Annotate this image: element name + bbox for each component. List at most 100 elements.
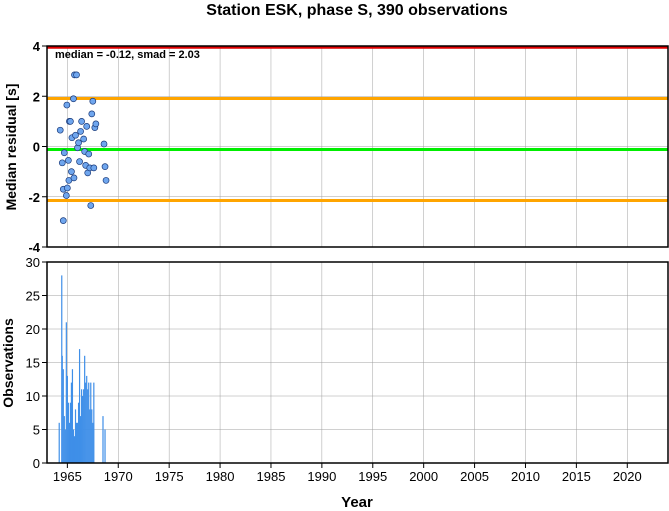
residual-grid [47, 45, 668, 248]
residual-y-label: Median residual [s] [3, 84, 19, 211]
observation-bar [90, 382, 92, 463]
observation-bar [84, 355, 86, 463]
year-x-tick-label: 1990 [307, 469, 336, 484]
residual-point [59, 217, 67, 224]
observation-bar [89, 409, 91, 463]
observation-bar [71, 369, 74, 463]
observations-y-tick-label: 10 [26, 389, 40, 404]
observation-bar [69, 402, 72, 463]
chart-title: Station ESK, phase S, 390 observations [206, 2, 508, 19]
observation-bar [92, 422, 94, 463]
observation-bar [86, 375, 88, 463]
observation-bar [61, 355, 63, 463]
year-x-tick-label: 2020 [613, 469, 642, 484]
year-x-tick-label: 2010 [511, 469, 540, 484]
observation-bar [83, 389, 85, 463]
observations-y-tick-label: 30 [26, 255, 40, 270]
observation-bar [74, 409, 77, 463]
residual-y-tick-label: 0 [33, 140, 40, 155]
residual-point [72, 131, 79, 139]
residual-point [101, 163, 109, 170]
observations-panel: 0 5 10 15 20 25 30 1965 1970 1975 1980 1985 1990 199… [0, 255, 669, 511]
observation-bar [75, 422, 78, 463]
observations-y-tick-label: 0 [33, 456, 40, 471]
year-x-ticks: 1965 1970 1975 1980 1985 1990 1995 2000 2005 2010… [53, 463, 642, 484]
observation-bar [72, 429, 75, 463]
residual-y-tick-label: -4 [28, 240, 40, 255]
observation-bar [91, 409, 93, 463]
residual-point [77, 128, 84, 135]
residual-point [78, 118, 85, 125]
residual-point [68, 168, 75, 175]
year-x-tick-label: 2005 [460, 469, 489, 484]
residual-point [92, 120, 100, 128]
observation-bar [102, 416, 104, 463]
residual-point [87, 202, 95, 209]
residual-point [67, 118, 74, 125]
residual-point [70, 174, 78, 182]
residual-point [102, 177, 110, 184]
residual-point [85, 150, 93, 158]
observation-bar [68, 422, 70, 463]
residual-point [90, 164, 98, 172]
residual-point [63, 101, 71, 109]
observation-bar [64, 429, 66, 463]
residual-point [76, 158, 83, 165]
residual-point [56, 126, 64, 134]
observation-bar [73, 436, 76, 463]
residual-point [80, 135, 87, 143]
residual-point [75, 139, 82, 147]
observation-bar [78, 349, 81, 463]
residual-point [88, 110, 96, 118]
observation-bar [81, 389, 83, 463]
residual-point [62, 192, 70, 199]
year-x-tick-label: 2000 [409, 469, 438, 484]
residual-point [70, 95, 77, 103]
observation-bar [70, 382, 73, 463]
residual-y-tick-label: 4 [33, 39, 41, 54]
residual-point [100, 140, 108, 148]
observation-bar [67, 402, 69, 463]
residual-point [73, 71, 80, 79]
residual-point [64, 184, 71, 192]
residual-point [60, 149, 68, 157]
observation-bar [76, 422, 79, 463]
year-x-tick-label: 1980 [206, 469, 235, 484]
observations-y-tick-label: 15 [26, 356, 40, 371]
observation-bar [65, 322, 67, 463]
residual-point [83, 123, 91, 130]
year-x-tick-label: 1985 [257, 469, 286, 484]
year-x-tick-label: 1995 [358, 469, 387, 484]
observation-bar [93, 382, 95, 463]
year-x-tick-label: 1965 [53, 469, 82, 484]
residual-point [58, 159, 66, 167]
observation-bar [62, 369, 64, 463]
stats-annotation: median = -0.12, smad = 2.03 [55, 49, 200, 61]
observation-bar [77, 402, 80, 463]
residual-y-tick-label: -2 [28, 190, 40, 205]
residual-point [89, 97, 97, 105]
residual-point [65, 156, 72, 164]
observation-bar [82, 396, 84, 463]
observation-bar [85, 382, 87, 463]
observations-y-label: Observations [0, 318, 16, 408]
observation-bar [104, 429, 106, 463]
observation-bar [63, 416, 65, 463]
residual-panel: -4 -2 0 2 4 median = -0.12, smad = 2.03 Medi… [3, 39, 669, 255]
residual-y-ticks: -4 -2 0 2 4 [28, 39, 47, 255]
year-x-tick-label: 1970 [104, 469, 133, 484]
residual-points [56, 71, 110, 224]
year-x-label: Year [341, 494, 373, 511]
observation-bar [58, 422, 60, 463]
observation-bars [58, 275, 106, 463]
observation-bar [87, 389, 89, 463]
year-x-tick-label: 1975 [155, 469, 184, 484]
observation-bar [66, 375, 68, 463]
year-x-tick-label: 2015 [562, 469, 591, 484]
observations-y-tick-label: 5 [33, 423, 40, 438]
observation-bar [88, 382, 90, 463]
observations-y-tick-label: 25 [26, 289, 40, 304]
residual-y-tick-label: 2 [33, 89, 40, 104]
observations-y-tick-label: 20 [26, 322, 40, 337]
observation-bar [79, 416, 82, 463]
